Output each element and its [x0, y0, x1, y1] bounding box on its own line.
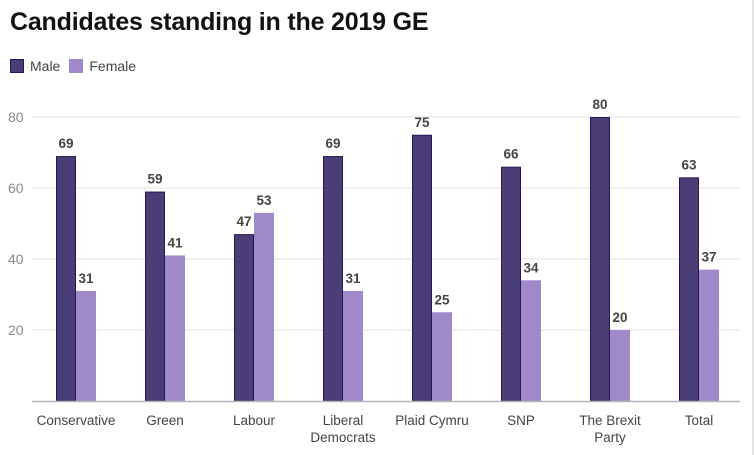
bar-female-7	[699, 269, 719, 402]
bar-male-0	[56, 156, 76, 402]
gridlines	[32, 116, 740, 331]
frame-border	[752, 0, 754, 455]
y-tick-label-20: 20	[8, 322, 24, 338]
bar-male-7	[679, 177, 699, 402]
bar-female-2	[254, 212, 274, 402]
x-category-label-3: Liberal	[323, 413, 364, 428]
data-label-female-7: 37	[701, 250, 716, 265]
y-axis-ticks: 20 40 60 80	[8, 109, 24, 338]
x-category-label-2: Labour	[233, 413, 276, 428]
bar-female-3	[343, 290, 363, 402]
bar-female-4	[432, 312, 452, 402]
data-label-male-1: 59	[147, 172, 162, 187]
legend-label-male: Male	[30, 58, 61, 74]
bar-male-6	[590, 117, 610, 402]
bar-female-5	[521, 280, 541, 402]
chart-legend: Male Female	[10, 58, 145, 74]
bars	[56, 117, 719, 402]
y-tick-label-40: 40	[8, 251, 24, 267]
bar-male-5	[501, 166, 521, 402]
y-tick-label-80: 80	[8, 109, 24, 125]
x-axis-categories: Conservative Green Labour Liberal Democrats P…	[37, 413, 714, 445]
x-category-label-4: Plaid Cymru	[395, 413, 469, 428]
legend-label-female: Female	[89, 58, 137, 74]
data-label-male-5: 66	[503, 147, 519, 162]
data-labels: 69 31 59 41 47 53 69 31 75 25 66 34 80 20 63 37	[58, 97, 716, 325]
legend-swatch-male	[10, 59, 24, 73]
legend-item-female: Female	[69, 58, 136, 74]
data-label-male-7: 63	[681, 157, 697, 172]
x-category-label-7: Total	[685, 413, 714, 428]
x-category-label-6-line1: Party	[594, 430, 626, 445]
x-category-label-3-line1: Democrats	[310, 430, 376, 445]
data-label-female-6: 20	[612, 310, 627, 325]
y-tick-label-60: 60	[8, 180, 24, 196]
data-label-male-4: 75	[414, 115, 430, 130]
data-label-female-0: 31	[78, 271, 94, 286]
data-label-female-1: 41	[167, 235, 183, 250]
bar-male-4	[412, 134, 432, 402]
chart-title: Candidates standing in the 2019 GE	[10, 8, 429, 36]
legend-item-male: Male	[10, 58, 60, 74]
data-label-male-2: 47	[236, 214, 251, 229]
legend-swatch-female	[69, 59, 84, 73]
data-label-male-3: 69	[325, 136, 340, 151]
data-label-male-0: 69	[58, 136, 73, 151]
data-label-female-2: 53	[256, 193, 272, 208]
bar-male-3	[323, 156, 343, 402]
x-category-label-5: SNP	[507, 413, 535, 428]
bar-male-2	[234, 234, 254, 402]
data-label-female-4: 25	[434, 292, 450, 307]
bar-female-1	[165, 255, 185, 402]
x-category-label-0: Conservative	[37, 413, 116, 428]
x-category-label-6: The Brexit	[579, 413, 641, 428]
data-label-female-3: 31	[345, 271, 361, 286]
bar-female-0	[76, 290, 96, 402]
bar-male-1	[145, 191, 165, 402]
data-label-female-5: 34	[523, 260, 539, 275]
x-category-label-1: Green	[146, 413, 184, 428]
bar-female-6	[610, 330, 630, 402]
data-label-male-6: 80	[592, 97, 607, 112]
